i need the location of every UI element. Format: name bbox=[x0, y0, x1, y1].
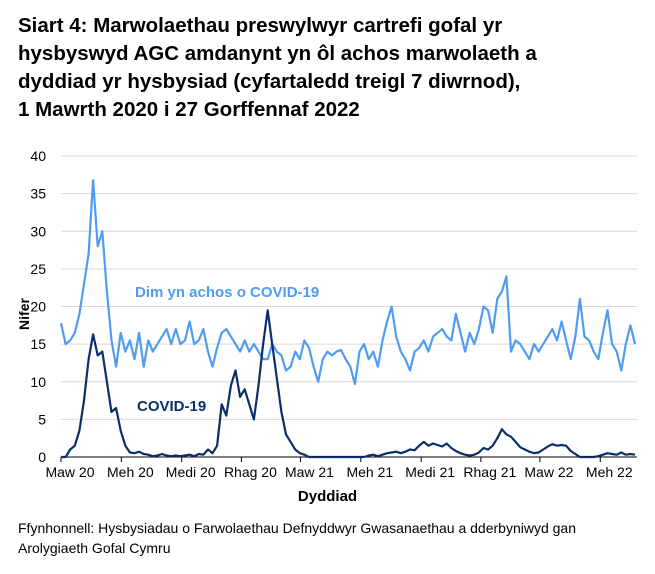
series-line-non-covid bbox=[59, 179, 637, 386]
y-tick-label: 15 bbox=[30, 336, 46, 352]
x-tick-label: Meh 20 bbox=[107, 464, 154, 480]
chart-title: Siart 4: Marwolaethau preswylwyr cartref… bbox=[18, 12, 648, 124]
x-tick-label: Maw 20 bbox=[45, 464, 94, 480]
y-tick-label: 40 bbox=[30, 148, 46, 164]
title-line: Siart 4: Marwolaethau preswylwyr cartref… bbox=[18, 14, 503, 37]
x-tick-label: Medi 21 bbox=[405, 464, 455, 480]
series-label-non-covid: Dim yn achos o COVID-19 bbox=[135, 284, 319, 301]
series-label-covid: COVID-19 bbox=[137, 398, 206, 415]
x-tick-label: Rhag 21 bbox=[463, 464, 516, 480]
y-tick-label: 5 bbox=[38, 411, 46, 427]
source-note: Ffynhonnell: Hysbysiadau o Farwolaethau … bbox=[18, 520, 576, 556]
x-tick-label: Meh 22 bbox=[586, 464, 633, 480]
series-line-covid bbox=[61, 309, 636, 459]
title-line: 1 Mawrth 2020 i 27 Gorffennaf 2022 bbox=[18, 98, 360, 121]
y-tick-label: 10 bbox=[30, 374, 46, 390]
title-line: dyddiad yr hysbysiad (cyfartaledd treigl… bbox=[18, 70, 521, 93]
y-tick-label: 35 bbox=[30, 186, 46, 202]
x-tick-label: Rhag 20 bbox=[224, 464, 277, 480]
x-tick-label: Medi 20 bbox=[166, 464, 216, 480]
x-tick-label: Meh 21 bbox=[346, 464, 393, 480]
y-tick-label: 0 bbox=[38, 449, 46, 465]
y-tick-label: 20 bbox=[30, 299, 46, 315]
y-tick-label: 25 bbox=[30, 261, 46, 277]
x-axis-title: Dyddiad bbox=[297, 488, 358, 505]
y-tick-label: 30 bbox=[30, 223, 46, 239]
x-tick-label: Maw 21 bbox=[285, 464, 334, 480]
y-axis-title: Nifer bbox=[16, 298, 32, 330]
title-line: hysbyswyd AGC amdanynt yn ôl achos marwo… bbox=[18, 42, 537, 65]
x-tick-label: Maw 22 bbox=[524, 464, 573, 480]
